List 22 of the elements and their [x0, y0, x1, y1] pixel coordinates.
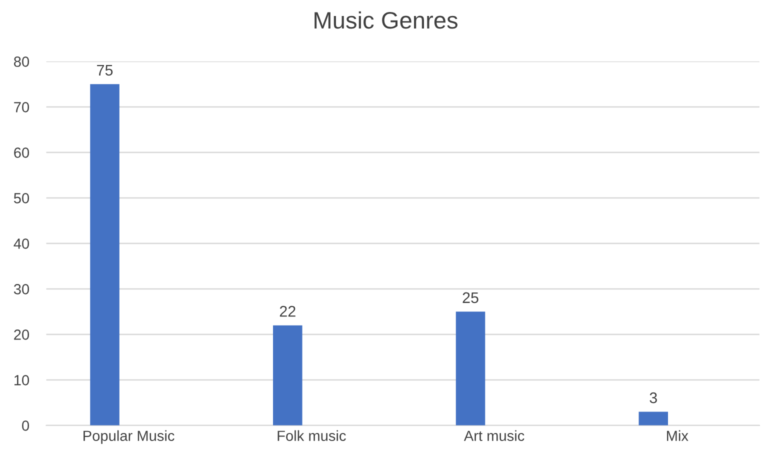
bar — [90, 84, 120, 426]
y-tick-label: 20 — [14, 330, 30, 340]
y-tick-label: 50 — [14, 193, 30, 204]
x-tick-label: Popular Music — [84, 430, 174, 444]
y-tick-label: 40 — [14, 238, 30, 249]
bar — [456, 312, 486, 426]
y-tick-label: 30 — [14, 284, 30, 294]
data-label: 3 — [650, 392, 657, 404]
bar — [273, 325, 302, 426]
bar — [638, 412, 668, 426]
y-tick-label: 10 — [14, 375, 30, 386]
data-label: 25 — [462, 292, 478, 304]
data-label: 22 — [280, 306, 296, 317]
y-tick-label: 80 — [14, 56, 30, 67]
y-tick-label: 60 — [14, 148, 30, 158]
x-tick-label: Art music — [464, 430, 524, 441]
y-tick-label: 0 — [22, 420, 30, 431]
y-tick-label: 70 — [14, 102, 30, 112]
chart-title: Music Genres — [314, 11, 458, 29]
x-tick-label: Folk music — [278, 430, 346, 441]
x-tick-label: Mix — [667, 430, 688, 441]
data-label: 75 — [97, 64, 113, 76]
